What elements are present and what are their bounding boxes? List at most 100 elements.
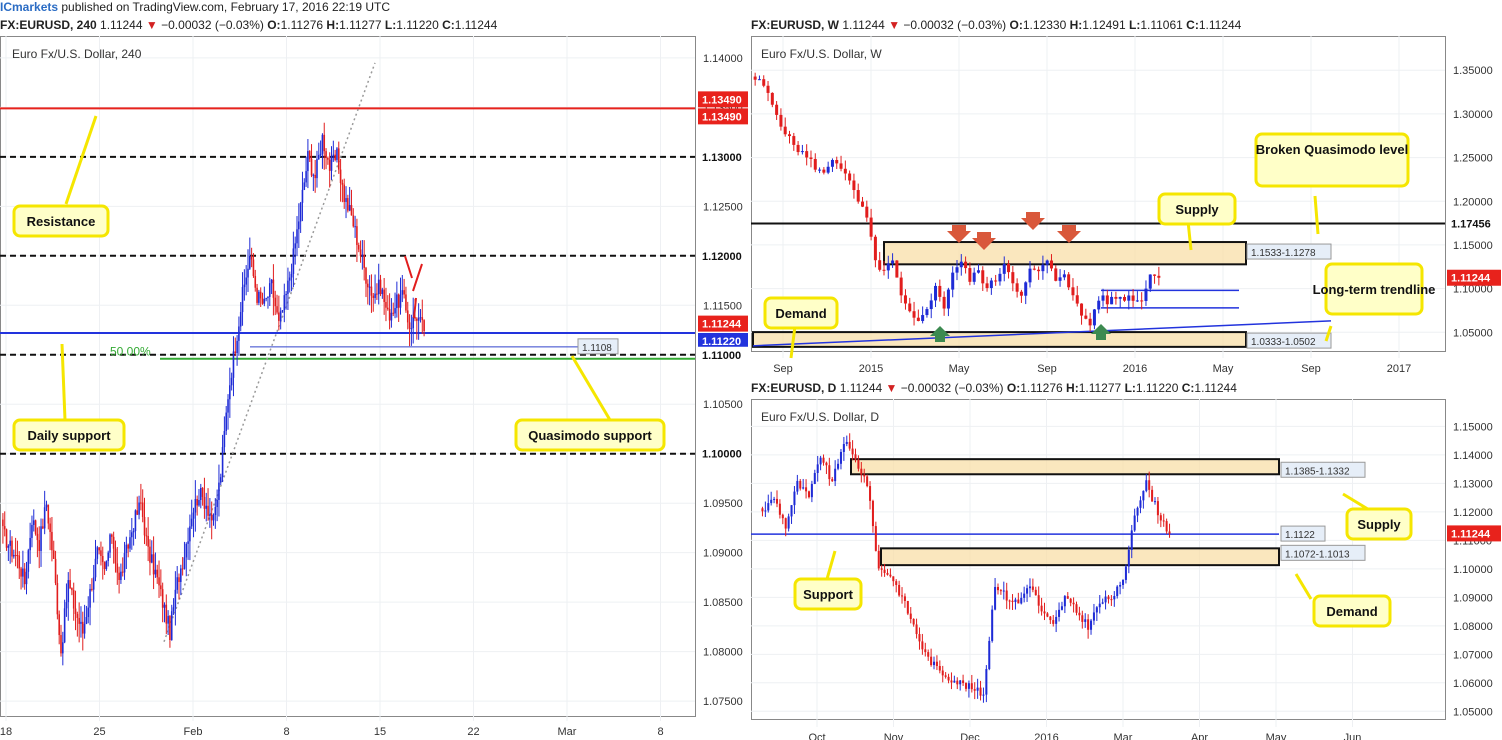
d-candle-body [950,680,953,683]
w-candle-body [955,267,959,273]
h4-candle-body [406,310,409,323]
w-candle-body [800,151,804,153]
daily-close: 1.11244 [1194,381,1237,395]
daily-high: 1.11277 [1078,381,1122,395]
h4-candle-body [314,174,316,179]
h4-candle-body [98,547,100,551]
h4-candle-body [138,502,140,515]
w-candle-body [839,163,843,169]
h4-instrument-name: Euro Fx/U.S. Dollar, 240 [12,47,142,61]
d-y-tick: 1.15000 [1453,421,1493,433]
daily-open: 1.11276 [1020,381,1063,395]
h4-candle-body [132,531,135,533]
h4-candle-body [294,243,296,249]
h4-candle-body [78,617,80,624]
d-candle-body [790,505,793,517]
d-candle-body [1168,531,1171,534]
d-candle-body [764,510,767,512]
h4-candle-body [390,312,393,321]
w-y-tick: 1.15000 [1453,240,1493,252]
w-candle-body [779,114,783,127]
w-y-tick: 1.25000 [1453,153,1493,165]
d-candle-body [854,454,857,460]
h4-candle-body [163,604,166,608]
d-x-tick: 2016 [1034,732,1058,740]
h4-red-arrow-icon [404,255,413,279]
d-candle-body [842,444,845,452]
w-candle-body [938,285,942,297]
svg-text:1.13490: 1.13490 [702,94,742,106]
h4-candle-body [56,583,59,615]
d-candle-body [839,451,842,464]
svg-text:1.13490: 1.13490 [702,111,742,123]
h4-candle-body [247,268,249,278]
svg-text:1.12000: 1.12000 [702,251,742,263]
h4-candle-body [176,577,178,590]
daily-supply-zone [850,458,1280,476]
h4-candle-body [43,507,46,529]
h4-candle-body [301,189,304,203]
h4-candle-body [323,134,326,152]
h4-candle-body [372,295,375,298]
daily-down-icon: ▼ [885,381,898,395]
h4-candle-body [89,588,91,608]
h4-candle-body [410,328,413,330]
h4-candle-body [347,198,349,211]
w-candle-body [1075,295,1079,304]
publish-info: published on TradingView.com, February 1… [58,0,391,14]
h4-candle-body [189,526,191,542]
h4-candle-body [408,322,411,329]
d-candle-body [831,479,834,482]
d-candle-body [901,595,904,597]
d-candle-body [1055,616,1058,624]
d-candle-body [956,680,959,685]
h4-candle-body [36,533,39,541]
d-candle-body [985,669,988,695]
w-candle-body [1148,274,1152,289]
weekly-header: FX:EURUSD, W 1.11244 ▼ −0.00032 (−0.03%)… [751,18,1242,32]
h4-candle-body [52,550,55,559]
d-candle-body [979,687,982,696]
h4-y-tick: 1.08000 [703,647,743,659]
h4-symbol: FX:EURUSD, 240 [0,18,97,32]
h4-candle-body [394,308,396,314]
d-candle-body [848,441,851,449]
d-candle-body [1084,619,1087,622]
weekly-trend-pointer [1324,325,1333,342]
svg-text:1.11000: 1.11000 [702,350,741,362]
svg-text:Demand: Demand [775,306,826,321]
d-candle-body [1116,586,1119,597]
h4-candle-body [214,507,217,516]
d-candle-body [1124,566,1127,580]
weekly-low: 1.11061 [1140,18,1183,32]
d-y-tick: 1.06000 [1453,678,1493,690]
d-candle-body [921,641,924,650]
daily-demand-pointer [1294,573,1313,600]
h4-candle-body [290,273,293,278]
h4-candle-body [249,255,251,269]
d-candle-body [1058,609,1061,617]
d-candle-body [869,486,872,501]
d-candle-body [1011,600,1014,603]
daily-chart[interactable]: Euro Fx/U.S. Dollar, D 1.15000 1.14000 1.1… [751,399,1502,740]
w-candle-body [1028,268,1032,283]
weekly-bq-callout: Broken Quasimodo level [1254,132,1410,188]
h4-candle-body [40,526,42,551]
d-candle-body [871,500,874,527]
d-candle-body [988,640,991,670]
h4-candle-body [116,563,119,573]
h4-candle-body [317,154,320,160]
weekly-down-icon: ▼ [888,18,901,32]
weekly-chart[interactable]: Euro Fx/U.S. Dollar, W 1.35000 1.30000 1.2… [751,36,1502,377]
daily-supply-zone-label: 1.1385-1.1332 [1280,461,1366,478]
w-candle-body [908,303,912,312]
d-candle-body [1034,589,1037,596]
h4-candle-body [405,294,407,311]
w-candle-body [826,166,830,173]
h4-candle-body [42,526,44,529]
h4-candle-body [87,607,90,618]
h4-candle-body [100,550,102,557]
h4-chart[interactable]: Euro Fx/U.S. Dollar, 240 1.140001.135001… [0,36,748,740]
h4-candle-body [225,412,228,432]
h4-candle-body [267,296,269,299]
